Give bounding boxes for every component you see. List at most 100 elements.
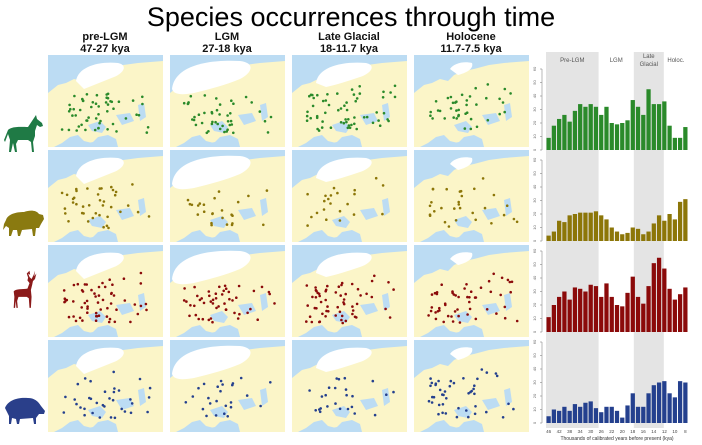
red-deer-icon bbox=[13, 270, 37, 308]
occurrence-dot bbox=[462, 377, 465, 380]
occurrence-dot bbox=[321, 312, 324, 316]
period-name: LGM bbox=[214, 31, 240, 43]
occurrence-dot bbox=[430, 201, 433, 204]
occurrence-dot bbox=[343, 104, 346, 107]
occurrence-dot bbox=[196, 204, 200, 207]
y-tick-label: 20 bbox=[532, 211, 537, 216]
occurrence-dot bbox=[71, 201, 75, 204]
bar-horse bbox=[546, 137, 551, 150]
x-tick-label: 8 bbox=[684, 429, 687, 434]
occurrence-dot bbox=[430, 401, 434, 404]
occurrence-dot bbox=[216, 385, 219, 388]
ice-sheet bbox=[316, 157, 372, 182]
occurrence-dot bbox=[139, 304, 143, 308]
occurrence-dot bbox=[311, 295, 314, 299]
occurrence-dot bbox=[231, 214, 234, 217]
land bbox=[414, 251, 529, 337]
bar-wild-boar bbox=[614, 410, 620, 423]
occurrence-dot bbox=[182, 101, 186, 105]
occurrence-dot bbox=[102, 200, 106, 203]
occurrence-dot bbox=[431, 187, 435, 191]
bar-horse bbox=[609, 123, 614, 150]
occurrence-dot bbox=[485, 410, 488, 414]
inland-sea bbox=[178, 329, 240, 337]
occurrence-dot bbox=[485, 371, 489, 374]
occurrence-dot bbox=[319, 300, 323, 304]
occurrence-dot bbox=[371, 121, 375, 125]
occurrence-dot bbox=[340, 283, 343, 287]
occurrence-dot bbox=[111, 283, 114, 286]
occurrence-dot bbox=[93, 292, 96, 295]
occurrence-dot bbox=[306, 224, 309, 227]
occurrence-dot bbox=[85, 119, 88, 122]
occurrence-dot bbox=[239, 376, 243, 380]
occurrence-dot bbox=[381, 212, 384, 216]
occurrence-dot bbox=[341, 321, 344, 325]
inland-sea bbox=[382, 388, 390, 406]
bar-red-deer bbox=[683, 287, 688, 332]
occurrence-dot bbox=[305, 284, 309, 287]
ice-sheet bbox=[316, 347, 372, 372]
bar-red-deer bbox=[646, 286, 651, 332]
bar-red-deer bbox=[630, 276, 635, 332]
occurrence-dot bbox=[64, 212, 67, 215]
bar-horse bbox=[562, 114, 567, 150]
occurrence-dot bbox=[498, 112, 501, 116]
occurrence-dot bbox=[223, 284, 227, 288]
occurrence-dot bbox=[468, 296, 471, 299]
occurrence-dot bbox=[345, 393, 348, 397]
occurrence-dot bbox=[73, 398, 76, 401]
occurrence-dot bbox=[97, 113, 100, 116]
occurrence-dot bbox=[457, 406, 460, 410]
occurrence-dot bbox=[342, 302, 346, 306]
inland-sea bbox=[482, 303, 500, 315]
ice-sheet bbox=[172, 345, 251, 380]
occurrence-dot bbox=[223, 302, 226, 305]
occurrence-dot bbox=[217, 190, 221, 193]
occurrence-dot bbox=[218, 103, 222, 106]
occurrence-dot bbox=[499, 293, 502, 297]
occurrence-dot bbox=[353, 412, 356, 415]
occurrence-dot bbox=[232, 131, 235, 135]
occurrence-dot bbox=[93, 128, 97, 132]
occurrence-dot bbox=[75, 187, 78, 191]
occurrence-dot bbox=[430, 293, 434, 296]
inland-sea bbox=[360, 208, 378, 220]
bar-wild-boar bbox=[646, 393, 651, 423]
occurrence-dot bbox=[123, 299, 127, 302]
occurrence-dot bbox=[473, 392, 476, 396]
occurrence-dot bbox=[466, 313, 469, 316]
occurrence-dot bbox=[474, 86, 477, 90]
occurrence-dot bbox=[100, 187, 103, 190]
occurrence-dot bbox=[148, 386, 152, 390]
bar-horse bbox=[656, 104, 662, 150]
inland-sea bbox=[210, 406, 228, 418]
occurrence-map bbox=[48, 150, 163, 242]
bar-red-deer bbox=[562, 291, 567, 332]
occurrence-map bbox=[292, 150, 407, 242]
occurrence-dot bbox=[80, 211, 84, 215]
bar-bison bbox=[672, 219, 677, 241]
occurrence-dot bbox=[216, 122, 219, 126]
occurrence-map bbox=[292, 340, 407, 432]
occurrence-dot bbox=[329, 126, 333, 129]
occurrence-dot bbox=[110, 100, 114, 104]
y-tick-label: 60 bbox=[532, 339, 537, 344]
occurrence-dot bbox=[353, 192, 356, 196]
bar-horse bbox=[583, 106, 588, 150]
occurrence-dot bbox=[305, 119, 309, 122]
occurrence-dot bbox=[146, 410, 149, 414]
occurrence-dot bbox=[105, 315, 109, 318]
occurrence-dot bbox=[107, 226, 110, 230]
bar-red-deer bbox=[662, 268, 667, 332]
occurrence-dot bbox=[375, 111, 378, 114]
bar-horse bbox=[572, 110, 578, 150]
occurrence-dot bbox=[226, 114, 229, 117]
occurrence-dot bbox=[214, 120, 217, 124]
occurrence-dot bbox=[69, 107, 72, 111]
bar-wild-boar bbox=[588, 401, 593, 423]
occurrence-dot bbox=[203, 94, 207, 97]
occurrence-dot bbox=[211, 320, 214, 324]
occurrence-dot bbox=[139, 282, 143, 285]
bar-horse bbox=[630, 100, 635, 150]
